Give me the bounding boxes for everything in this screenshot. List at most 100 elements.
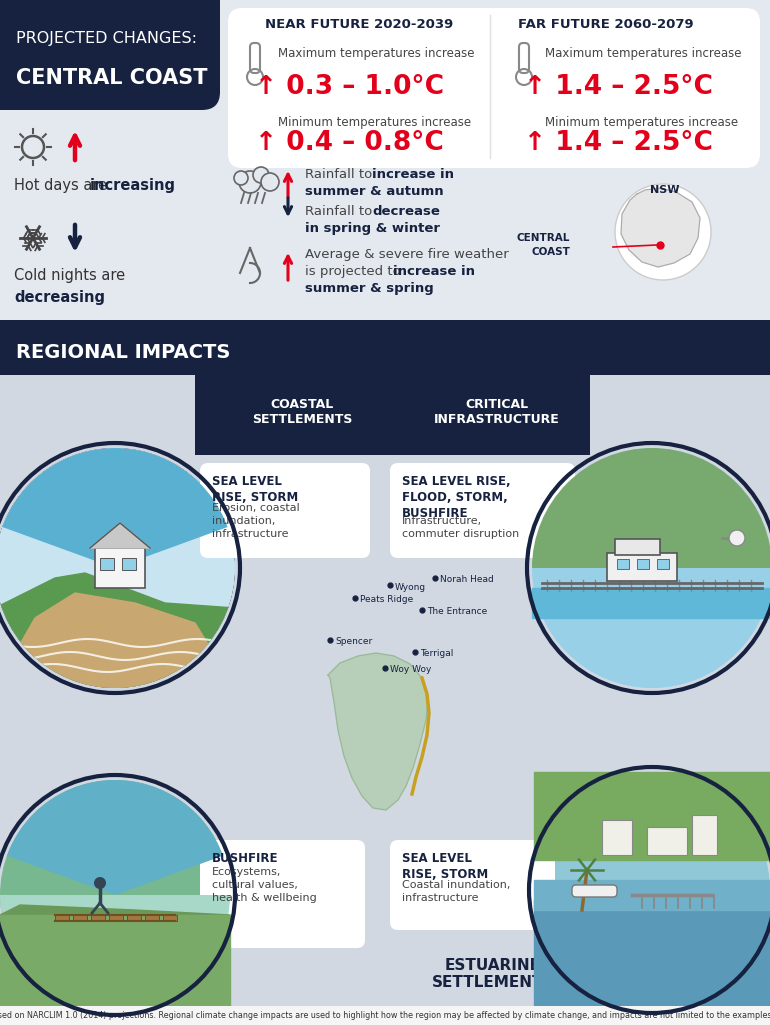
Bar xyxy=(0,0,220,18)
Bar xyxy=(602,820,632,855)
Polygon shape xyxy=(534,880,770,910)
Bar xyxy=(109,915,123,921)
Circle shape xyxy=(0,443,240,693)
Circle shape xyxy=(261,173,279,191)
Text: CENTRAL: CENTRAL xyxy=(517,233,570,243)
Text: SEA LEVEL
RISE, STORM: SEA LEVEL RISE, STORM xyxy=(402,852,488,882)
Wedge shape xyxy=(534,890,770,1008)
Bar xyxy=(0,320,770,1020)
FancyBboxPatch shape xyxy=(0,320,280,372)
Text: in spring & winter: in spring & winter xyxy=(305,222,440,235)
FancyBboxPatch shape xyxy=(390,840,555,930)
Bar xyxy=(692,815,717,855)
Circle shape xyxy=(0,775,235,1015)
FancyBboxPatch shape xyxy=(200,840,365,948)
Bar xyxy=(0,0,18,110)
Text: decrease: decrease xyxy=(372,205,440,218)
FancyBboxPatch shape xyxy=(200,463,370,558)
Bar xyxy=(657,559,669,569)
Text: Peats Ridge: Peats Ridge xyxy=(360,596,413,605)
Bar xyxy=(0,320,266,372)
Bar xyxy=(0,0,770,320)
Bar xyxy=(0,375,770,1020)
Text: increasing: increasing xyxy=(90,178,176,193)
Text: Maximum temperatures increase: Maximum temperatures increase xyxy=(545,47,742,60)
Text: Terrigal: Terrigal xyxy=(420,650,454,658)
Circle shape xyxy=(615,184,711,280)
Text: CRITICAL
INFRASTRUCTURE: CRITICAL INFRASTRUCTURE xyxy=(434,398,560,426)
Circle shape xyxy=(529,767,770,1013)
Wedge shape xyxy=(532,448,770,568)
Bar xyxy=(0,320,280,360)
Text: Data is based on NARCLIM 1.0 (2014) projections. Regional climate change impacts: Data is based on NARCLIM 1.0 (2014) proj… xyxy=(0,1011,770,1020)
FancyBboxPatch shape xyxy=(572,885,617,897)
Polygon shape xyxy=(532,588,770,618)
Bar xyxy=(637,559,649,569)
Text: Maximum temperatures increase: Maximum temperatures increase xyxy=(278,47,474,60)
Circle shape xyxy=(0,780,230,1010)
Text: Minimum temperatures increase: Minimum temperatures increase xyxy=(545,116,738,129)
Text: Spencer: Spencer xyxy=(335,638,372,647)
Text: ↑ 1.4 – 2.5°C: ↑ 1.4 – 2.5°C xyxy=(524,74,713,100)
Bar xyxy=(127,915,141,921)
Text: decreasing: decreasing xyxy=(14,290,105,305)
Text: ↑ 1.4 – 2.5°C: ↑ 1.4 – 2.5°C xyxy=(524,130,713,156)
Circle shape xyxy=(253,167,269,183)
Bar xyxy=(615,539,660,555)
Bar xyxy=(607,554,677,581)
Circle shape xyxy=(239,171,261,193)
Bar xyxy=(195,375,590,455)
Text: Infrastructure,
commuter disruption: Infrastructure, commuter disruption xyxy=(402,516,519,539)
Text: BUSHFIRE: BUSHFIRE xyxy=(212,852,279,865)
Polygon shape xyxy=(621,188,700,266)
Bar xyxy=(145,915,159,921)
Bar xyxy=(0,0,18,18)
Bar xyxy=(647,827,687,855)
Text: COAST: COAST xyxy=(531,247,570,257)
Text: PROJECTED CHANGES:: PROJECTED CHANGES: xyxy=(16,31,197,45)
Text: SEA LEVEL RISE,
FLOOD, STORM,
BUSHFIRE: SEA LEVEL RISE, FLOOD, STORM, BUSHFIRE xyxy=(402,475,511,520)
Text: Rainfall to: Rainfall to xyxy=(305,168,377,181)
Text: Rainfall to: Rainfall to xyxy=(305,205,377,218)
Text: BUSHLAND: BUSHLAND xyxy=(71,953,166,968)
Polygon shape xyxy=(534,772,770,860)
Text: The Entrance: The Entrance xyxy=(427,608,487,616)
Bar xyxy=(122,558,136,570)
Text: NEAR FUTURE 2020-2039: NEAR FUTURE 2020-2039 xyxy=(265,18,454,31)
Text: summer & spring: summer & spring xyxy=(305,282,434,295)
Text: Cold nights are: Cold nights are xyxy=(14,268,125,283)
Text: NSW: NSW xyxy=(650,184,680,195)
Text: Norah Head: Norah Head xyxy=(440,575,494,584)
Circle shape xyxy=(532,448,770,688)
Text: increase in: increase in xyxy=(393,265,475,278)
Circle shape xyxy=(234,171,248,184)
Text: ↑ 0.3 – 1.0°C: ↑ 0.3 – 1.0°C xyxy=(255,74,444,100)
Circle shape xyxy=(0,448,235,688)
Text: Erosion, coastal
inundation,
infrastructure: Erosion, coastal inundation, infrastruct… xyxy=(212,503,300,539)
Text: Average & severe fire weather: Average & severe fire weather xyxy=(305,248,509,261)
Text: REGIONAL IMPACTS: REGIONAL IMPACTS xyxy=(16,342,230,362)
Bar xyxy=(91,915,105,921)
Wedge shape xyxy=(532,568,770,688)
Circle shape xyxy=(94,877,106,889)
Text: COASTAL
SETTLEMENTS: COASTAL SETTLEMENTS xyxy=(252,398,352,426)
Text: increase in: increase in xyxy=(372,168,454,181)
Bar xyxy=(617,559,629,569)
Circle shape xyxy=(534,772,770,1008)
Bar xyxy=(73,915,87,921)
Circle shape xyxy=(534,772,770,1008)
Circle shape xyxy=(532,448,770,688)
Polygon shape xyxy=(0,915,230,1010)
Polygon shape xyxy=(0,573,235,688)
FancyBboxPatch shape xyxy=(228,8,760,168)
Circle shape xyxy=(0,780,230,1010)
Polygon shape xyxy=(534,900,770,1008)
Text: SEA LEVEL
RISE, STORM: SEA LEVEL RISE, STORM xyxy=(212,475,298,504)
Text: Coastal inundation,
infrastructure: Coastal inundation, infrastructure xyxy=(402,880,511,903)
FancyBboxPatch shape xyxy=(0,0,220,110)
Text: FAR FUTURE 2060-2079: FAR FUTURE 2060-2079 xyxy=(518,18,694,31)
Polygon shape xyxy=(328,653,428,810)
Wedge shape xyxy=(7,780,223,895)
Text: Hot days are: Hot days are xyxy=(14,178,112,193)
Text: ESTUARINE
SETTLEMENTS: ESTUARINE SETTLEMENTS xyxy=(432,958,554,990)
